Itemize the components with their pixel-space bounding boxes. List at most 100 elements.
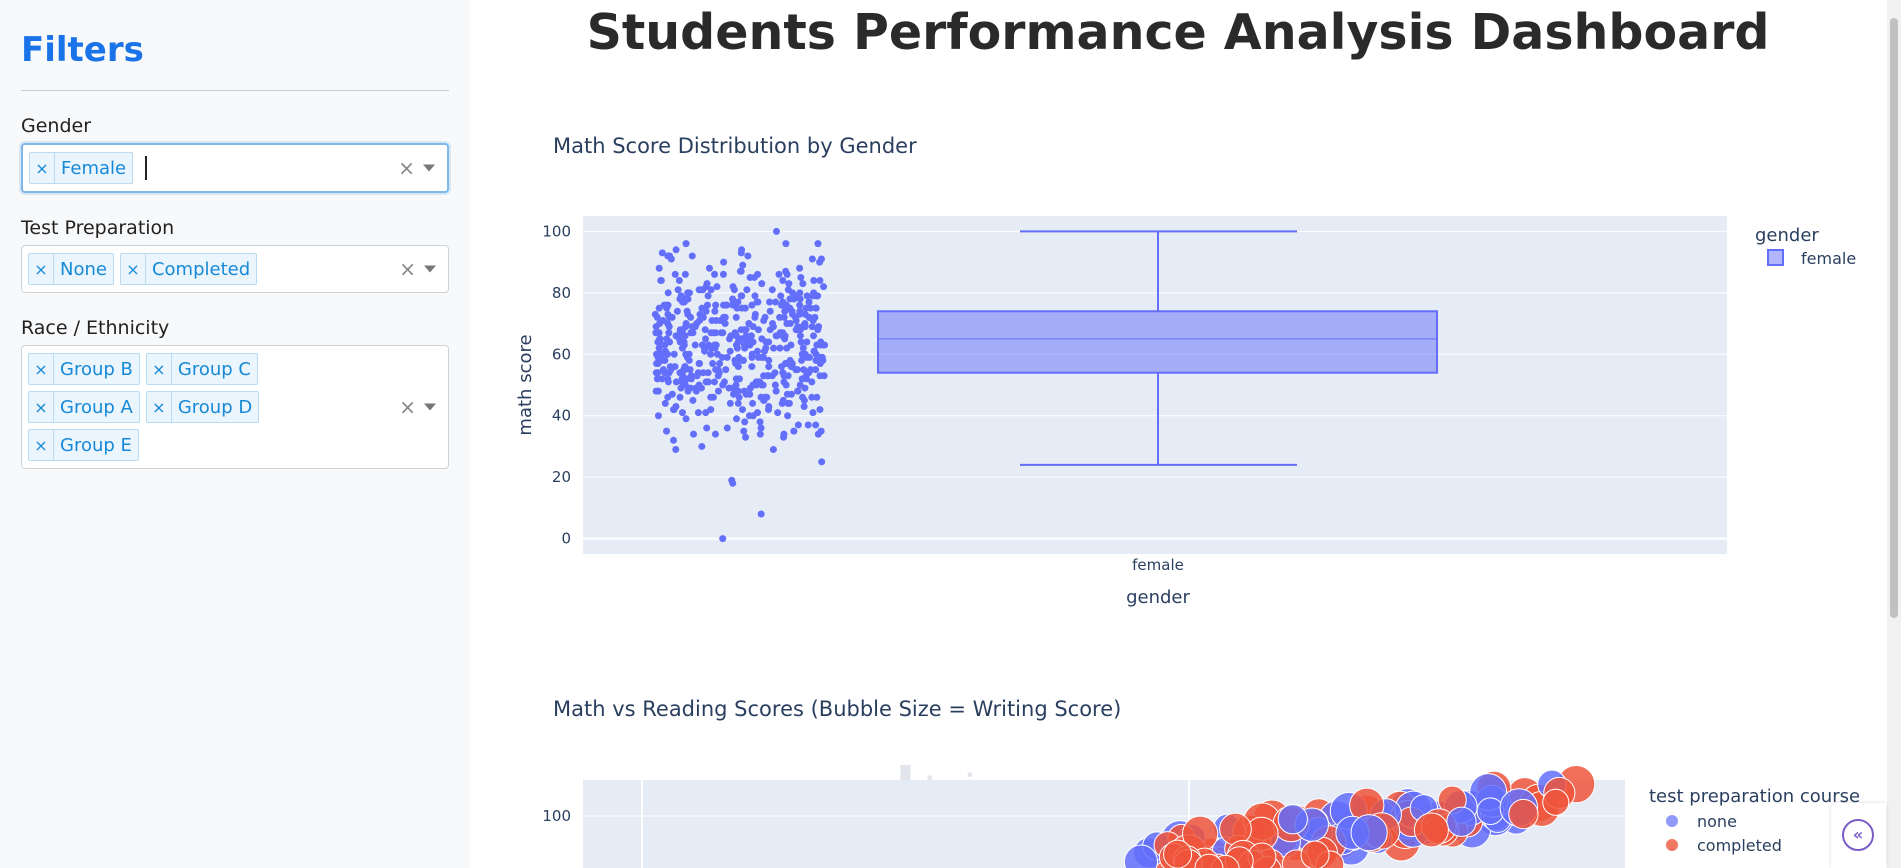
data-point <box>799 280 807 288</box>
bubble-none <box>1123 844 1159 868</box>
data-point <box>732 381 740 389</box>
clear-race-icon[interactable]: × <box>399 395 416 419</box>
chevron-down-icon[interactable] <box>423 164 435 172</box>
collapse-icon: « <box>1842 819 1874 851</box>
data-point <box>760 396 768 404</box>
data-point <box>729 283 737 291</box>
data-point <box>682 320 690 328</box>
chip-group-e: × Group E <box>28 429 139 461</box>
data-point <box>712 329 720 337</box>
bubble-none <box>1409 816 1439 846</box>
data-point <box>679 298 687 306</box>
data-point <box>800 366 808 374</box>
remove-group-a-icon[interactable]: × <box>29 392 54 422</box>
data-point <box>756 378 764 386</box>
data-point <box>698 341 706 349</box>
data-point <box>700 344 708 352</box>
remove-none-icon[interactable]: × <box>29 254 54 284</box>
data-point <box>809 316 817 324</box>
bubble-none <box>1479 799 1512 831</box>
data-point <box>812 292 820 300</box>
data-point <box>655 338 663 346</box>
bubble-none <box>1142 831 1172 861</box>
data-point <box>813 341 821 349</box>
data-point <box>801 384 809 392</box>
race-dropdown[interactable]: × Group B × Group C × Group A × Group D … <box>21 345 449 469</box>
remove-group-b-icon[interactable]: × <box>29 354 54 384</box>
chevron-down-icon[interactable] <box>424 265 436 273</box>
collapse-button[interactable]: « <box>1831 803 1886 868</box>
data-point <box>691 341 699 349</box>
data-point <box>682 240 690 248</box>
data-point <box>705 341 713 349</box>
bubble-completed <box>1302 798 1335 831</box>
data-point <box>689 396 697 404</box>
scrollbar-thumb[interactable] <box>1890 18 1898 618</box>
bubble-completed <box>1210 854 1240 868</box>
bubble-completed <box>1437 785 1467 815</box>
data-point <box>680 298 688 306</box>
data-point <box>729 298 737 306</box>
data-point <box>768 286 776 294</box>
legend-label: none <box>1697 812 1737 831</box>
clear-test-prep-icon[interactable]: × <box>399 257 416 281</box>
data-point <box>782 240 790 248</box>
gender-dropdown[interactable]: × Female × <box>21 143 449 193</box>
data-point <box>771 381 779 389</box>
data-point <box>769 320 777 328</box>
data-point <box>796 307 804 315</box>
bubble-completed <box>1389 799 1428 839</box>
data-point <box>658 375 666 383</box>
data-point <box>683 375 691 383</box>
clear-gender-icon[interactable]: × <box>398 156 415 180</box>
data-point <box>798 350 806 358</box>
data-point <box>719 381 727 389</box>
bubble-completed <box>1181 815 1219 852</box>
bubble-completed <box>1450 804 1484 838</box>
data-point <box>801 310 809 318</box>
remove-group-c-icon[interactable]: × <box>147 354 172 384</box>
bubble-none <box>1500 802 1533 835</box>
data-point <box>670 406 678 414</box>
data-point <box>736 335 744 343</box>
data-point <box>736 335 744 343</box>
data-point <box>735 353 743 361</box>
bubble-completed <box>1305 808 1342 846</box>
data-point <box>661 356 669 364</box>
bubble-completed <box>1163 839 1193 868</box>
data-point <box>664 350 672 358</box>
bubble-completed <box>1272 805 1310 843</box>
data-point <box>682 323 690 331</box>
data-point <box>712 341 720 349</box>
data-point <box>713 350 721 358</box>
bubble-completed <box>1413 812 1449 848</box>
test-prep-dropdown[interactable]: × None × Completed × <box>21 245 449 293</box>
data-point <box>735 356 743 364</box>
data-point <box>772 332 780 340</box>
data-point <box>675 335 683 343</box>
remove-group-d-icon[interactable]: × <box>147 392 172 422</box>
remove-completed-icon[interactable]: × <box>121 254 146 284</box>
data-point <box>803 338 811 346</box>
data-point <box>810 277 818 285</box>
data-point <box>780 313 788 321</box>
data-point <box>784 372 792 380</box>
data-point <box>730 286 738 294</box>
data-point <box>654 387 662 395</box>
chip-group-a: × Group A <box>28 391 140 423</box>
data-point <box>812 304 820 312</box>
bubble-completed <box>1278 804 1313 840</box>
bubble-none <box>1160 820 1200 859</box>
data-point <box>698 442 706 450</box>
data-point <box>681 363 689 371</box>
remove-group-e-icon[interactable]: × <box>29 430 54 460</box>
chevron-down-icon[interactable] <box>424 403 436 411</box>
bubble-completed <box>1357 816 1388 848</box>
data-point <box>692 387 700 395</box>
data-point <box>792 326 800 334</box>
bubble-completed <box>1543 776 1576 810</box>
page-scrollbar[interactable] <box>1887 0 1901 868</box>
bubble-none <box>1453 810 1492 849</box>
data-point <box>781 359 789 367</box>
remove-female-icon[interactable]: × <box>30 153 55 183</box>
